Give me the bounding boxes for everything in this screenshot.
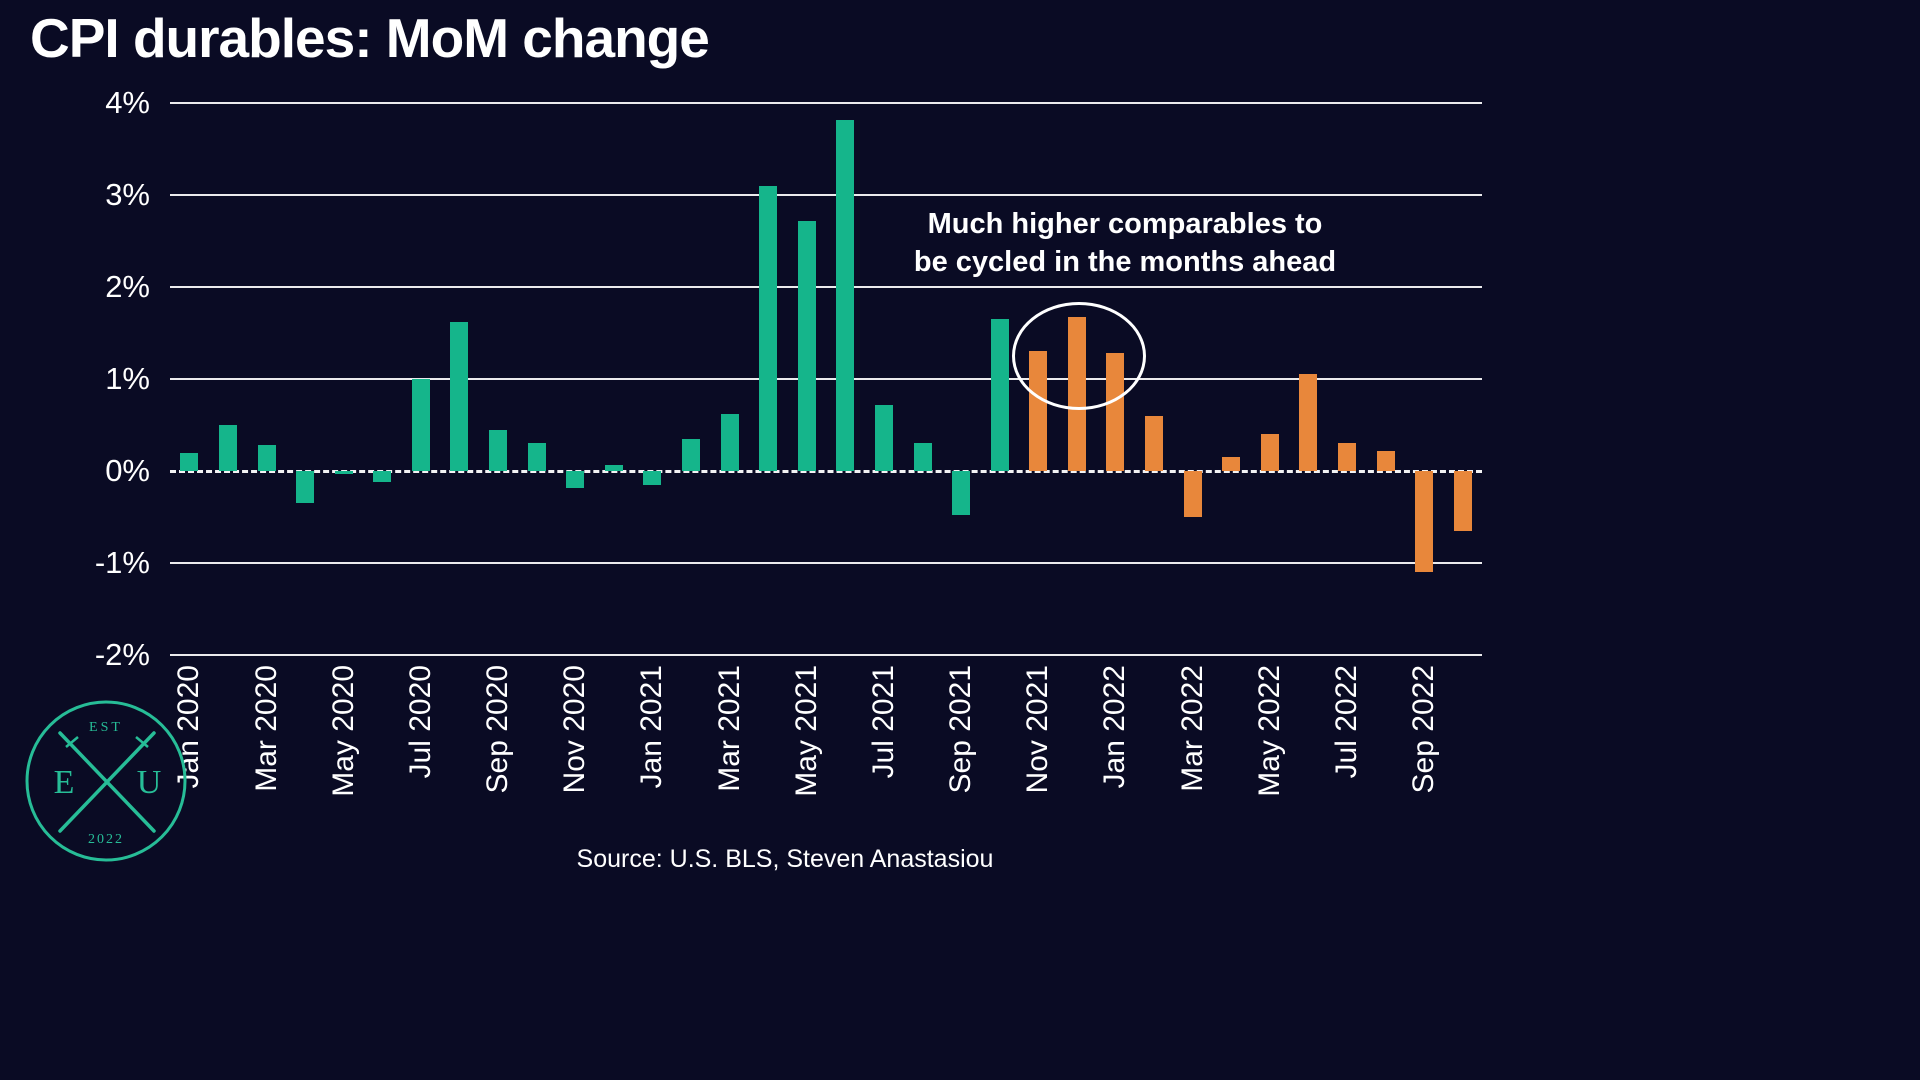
bar-jul-2022 [1337,443,1356,471]
plot-area [170,102,1482,656]
x-tick-label: Mar 2020 [249,665,283,792]
x-tick-label: Jan 2021 [635,665,669,789]
bar-nov-2020 [566,471,585,488]
logo-cross-line [58,731,156,833]
y-axis-labels: 4% 3% 2% 1% 0% -1% -2% [0,85,150,672]
x-tick-label: May 2022 [1252,665,1286,797]
bar-aug-2021 [913,443,932,471]
x-tick-label: Mar 2022 [1175,665,1209,792]
x-tick-label: Sep 2020 [481,665,514,794]
bar-apr-2021 [759,185,778,471]
logo-cross-tick [135,736,149,748]
x-tick-label: Jul 2021 [866,665,900,779]
bar-jul-2020 [411,379,430,471]
x-tick-label: Sep 2022 [1407,665,1441,794]
bar-oct-2020 [527,443,546,471]
y-tick-label: 3% [105,177,150,212]
bar-aug-2022 [1376,450,1395,471]
bar-jan-2021 [643,471,662,485]
bar-mar-2020 [257,445,276,471]
bar-mar-2022 [1183,471,1202,517]
gridline [170,654,1482,656]
y-tick-label: -1% [94,545,150,580]
bar-jun-2022 [1299,374,1318,471]
bar-oct-2022 [1453,471,1472,531]
logo-cross-tick [65,736,79,748]
annotation-line-2: be cycled in the months ahead [913,246,1337,278]
chart-title: CPI durables: MoM change [30,7,710,69]
y-tick-label: 0% [105,453,150,488]
bar-sep-2020 [489,429,507,471]
bar-apr-2020 [296,471,315,504]
gridline [170,286,1482,288]
bar-may-2021 [797,220,816,471]
annotation-text: Much higher comparables to be cycled in … [870,205,1380,281]
bar-jul-2021 [874,404,893,471]
bar-feb-2020 [218,425,237,471]
logo-est-text: EST [89,720,123,735]
bar-sep-2022 [1415,471,1434,573]
gridline [170,378,1482,380]
logo-letter-u: U [137,764,162,801]
x-tick-label: Sep 2021 [944,665,978,794]
gridline [170,562,1482,564]
logo-letter-e: E [54,764,75,801]
bar-mar-2021 [720,414,739,471]
bar-dec-2020 [604,464,623,471]
x-tick-label: Nov 2021 [1021,665,1055,794]
bar-apr-2022 [1222,457,1241,471]
x-tick-label: Jan 2022 [1098,665,1132,789]
gridline [170,102,1482,104]
bar-aug-2020 [450,322,469,471]
bar-may-2022 [1260,434,1279,471]
bar-oct-2021 [990,319,1009,471]
x-tick-label: May 2020 [326,665,360,797]
logo-year-text: 2022 [88,832,124,847]
y-tick-label: 2% [105,269,150,304]
x-tick-label: May 2021 [789,665,823,797]
x-tick-label: Jul 2020 [403,665,437,779]
bar-sep-2021 [952,471,971,516]
y-tick-label: 4% [105,85,150,120]
y-tick-label: 1% [105,361,150,396]
annotation-line-1: Much higher comparables to [927,208,1323,240]
bar-jun-2020 [373,471,392,482]
source-caption: Source: U.S. BLS, Steven Anastasiou [576,845,994,873]
bar-feb-2021 [681,438,700,471]
bar-feb-2022 [1145,415,1163,471]
zero-gridline [170,470,1482,473]
bar-jan-2020 [180,452,199,471]
x-tick-label: Jul 2022 [1329,665,1363,779]
y-tick-label: -2% [94,637,150,672]
x-tick-label: Mar 2021 [712,665,746,792]
bar-jun-2021 [836,119,855,471]
highlight-ellipse [1012,302,1146,410]
gridline [170,194,1482,196]
x-tick-label: Nov 2020 [558,665,592,794]
exu-logo: EST E U 2022 [25,700,187,862]
bar-may-2020 [334,471,353,474]
logo-circle [25,700,187,862]
